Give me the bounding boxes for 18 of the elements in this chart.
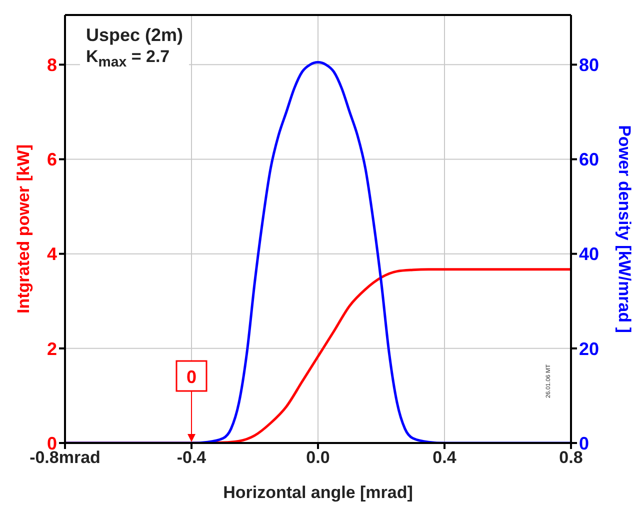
x-tick-label: -0.4 [176,448,207,468]
y2-tick-label: 60 [579,150,600,170]
text: K$_{max}$ = 2.7 [86,46,171,72]
x-tick-label: 0.8 [559,448,583,468]
y-axis-title: Intgrated power [kW] [14,144,33,314]
y-tick-label: 6 [46,150,57,170]
y-tick-label: 4 [46,244,57,264]
y2-axis-title: Power density [kW/mrad ] [615,125,634,333]
y2-tick-label: 80 [579,55,600,76]
x-tick-label: 0.4 [432,448,457,468]
annotation: 0 [186,367,197,387]
y-tick-label: 8 [46,55,57,76]
x-axis-title: Horizontal angle [mrad] [223,483,413,502]
text: Uspec (2m) [86,24,184,46]
x-tick-label: 0.0 [306,448,330,468]
y2-tick-label: 20 [579,338,600,359]
y-tick-label: 2 [46,338,57,359]
y2-tick-label: 40 [579,244,600,264]
